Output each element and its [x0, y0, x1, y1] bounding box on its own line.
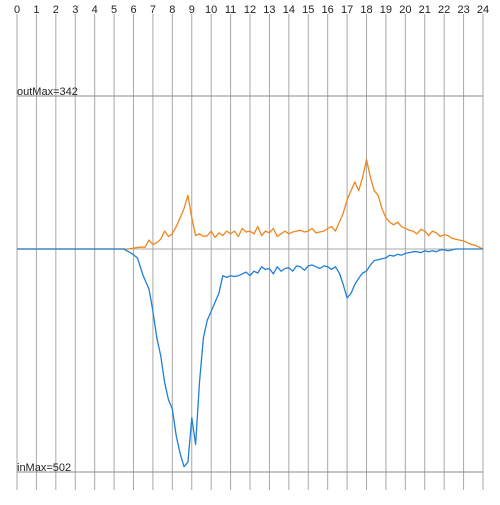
hour-tick-label: 18: [360, 4, 372, 16]
hour-tick-label: 9: [189, 4, 195, 16]
hour-tick-label: 2: [53, 4, 59, 16]
hour-tick-label: 4: [92, 4, 98, 16]
hour-tick-label: 17: [341, 4, 353, 16]
hour-tick-label: 14: [283, 4, 295, 16]
hour-tick-label: 11: [225, 4, 236, 16]
hour-tick-label: 0: [14, 4, 20, 16]
hour-tick-label: 20: [399, 4, 411, 16]
hour-tick-label: 3: [72, 4, 78, 16]
in-series-line: [17, 248, 483, 468]
hour-tick-labels: 0 1 2 3 4 5 6 7 8 9 10 11 12 13 14 15 16 17 18 19 20 21 22 23 24: [14, 4, 489, 16]
hour-tick-label: 7: [150, 4, 156, 16]
hour-tick-label: 12: [244, 4, 256, 16]
series-layer: [17, 158, 484, 468]
hour-tick-label: 22: [438, 4, 450, 16]
out-series-line: [17, 158, 484, 250]
hour-tick-label: 24: [477, 4, 489, 16]
hour-tick-label: 19: [380, 4, 392, 16]
hour-tick-label: 6: [130, 4, 136, 16]
hour-tick-label: 21: [419, 4, 431, 16]
hour-tick-label: 5: [111, 4, 117, 16]
grid-layer: [16, 14, 484, 490]
hour-tick-label: 10: [205, 4, 217, 16]
reference-lines: outMax=342 inMax=502: [17, 86, 483, 474]
hour-tick-label: 16: [322, 4, 334, 16]
out-max-label: outMax=342: [17, 86, 78, 98]
hour-tick-label: 8: [169, 4, 175, 16]
in-max-label: inMax=502: [17, 462, 71, 474]
hour-tick-label: 1: [33, 4, 39, 16]
hour-tick-label: 15: [302, 4, 314, 16]
hour-tick-label: 23: [457, 4, 469, 16]
hour-tick-label: 13: [263, 4, 275, 16]
